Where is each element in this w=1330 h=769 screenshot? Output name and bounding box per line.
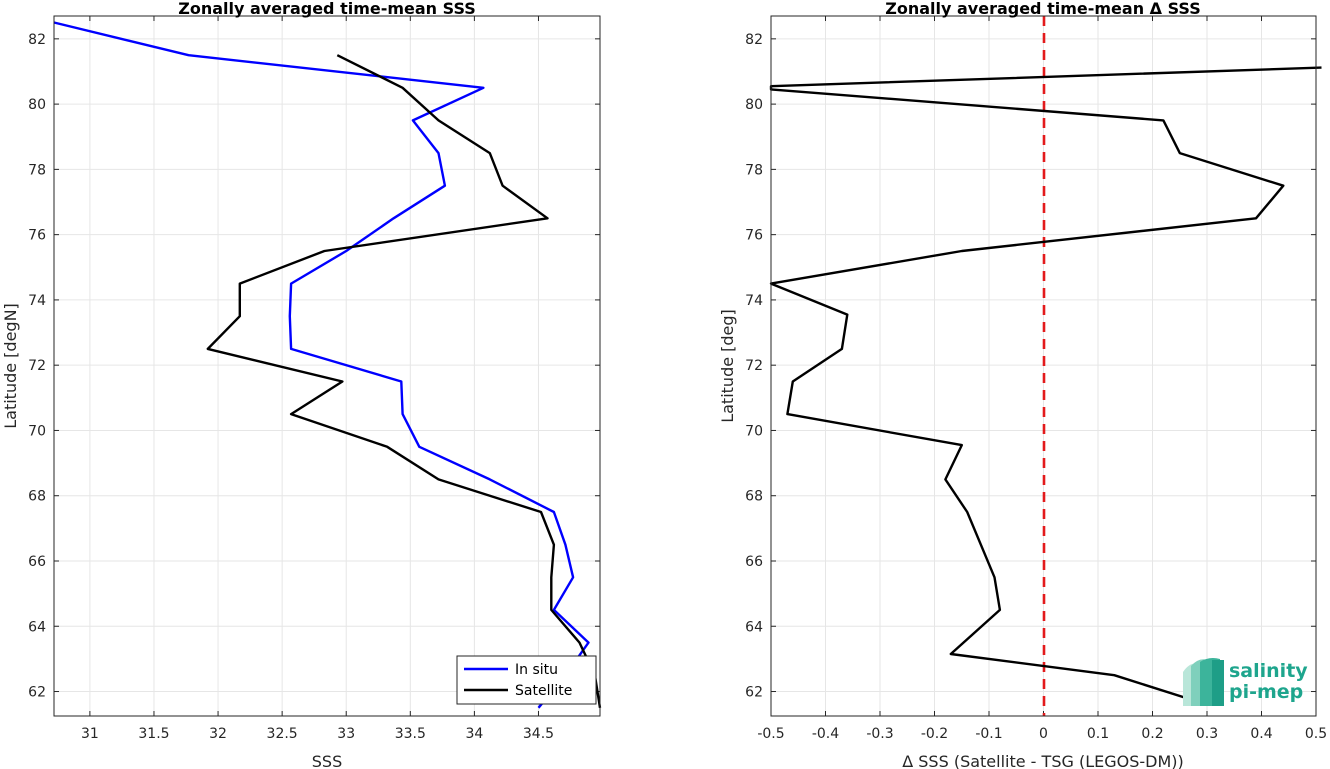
x-tick-label-sss: 32 — [209, 726, 227, 742]
ticks-delta-sss: -0.5 -0.4 -0.3 -0.2 -0.1 0 0.1 0.2 0.3 0.4 0.5 62 64… — [745, 16, 1327, 742]
series-line-delta-sss — [769, 66, 1322, 705]
x-axis-label-delta-sss: Δ SSS (Satellite - TSG (LEGOS-DM)) — [902, 752, 1184, 769]
y-tick-label-sss: 70 — [28, 423, 46, 439]
x-tick-label-delta-sss: -0.3 — [866, 726, 893, 742]
x-tick-label-sss: 33.5 — [395, 726, 426, 742]
legend-label-satellite: Satellite — [515, 683, 572, 699]
axes-box-delta-sss — [770, 15, 1317, 717]
y-tick-label-sss: 72 — [28, 358, 46, 374]
x-tick-label-sss: 33 — [337, 726, 355, 742]
x-tick-label-delta-sss: 0.4 — [1250, 726, 1272, 742]
x-tick-label-delta-sss: 0.3 — [1196, 726, 1218, 742]
grid-sss — [54, 16, 600, 716]
y-tick-label-delta-sss: 72 — [745, 358, 763, 374]
x-tick-label-delta-sss: -0.1 — [975, 726, 1002, 742]
x-tick-label-delta-sss: 0.1 — [1087, 726, 1109, 742]
chart-title-sss: Zonally averaged time-mean SSS — [178, 0, 476, 18]
ticks-sss: 31 31.5 32 32.5 33 33.5 34 34.5 62 64 66 68 70 72 74 76… — [28, 16, 600, 742]
y-tick-label-sss: 64 — [28, 619, 46, 635]
series-sss — [53, 21, 602, 709]
y-tick-label-delta-sss: 80 — [745, 97, 763, 113]
series-line-satellite — [206, 54, 602, 708]
panel-delta-sss: -0.5 -0.4 -0.3 -0.2 -0.1 0 0.1 0.2 0.3 0.4 0.5 62 64… — [718, 0, 1327, 769]
legend-label-in-situ: In situ — [515, 662, 558, 678]
series-delta-sss — [769, 66, 1322, 705]
y-tick-label-sss: 82 — [28, 32, 46, 48]
y-tick-label-delta-sss: 82 — [745, 32, 763, 48]
x-tick-label-delta-sss: 0 — [1039, 726, 1048, 742]
x-tick-label-sss: 34 — [465, 726, 483, 742]
y-tick-label-delta-sss: 70 — [745, 423, 763, 439]
axes-box-sss — [53, 15, 601, 717]
chart-title-delta-sss: Zonally averaged time-mean Δ SSS — [885, 0, 1201, 18]
y-tick-label-delta-sss: 68 — [745, 489, 763, 505]
y-axis-label-delta-sss: Latitude [deg] — [718, 309, 737, 423]
y-tick-label-sss: 74 — [28, 293, 46, 309]
x-tick-label-sss: 32.5 — [267, 726, 298, 742]
x-tick-label-delta-sss: -0.2 — [921, 726, 948, 742]
x-tick-label-delta-sss: 0.5 — [1305, 726, 1327, 742]
y-tick-label-delta-sss: 74 — [745, 293, 763, 309]
y-tick-label-delta-sss: 66 — [745, 554, 763, 570]
logo-line-1: salinity — [1229, 660, 1308, 682]
logo-wave-icon — [1183, 658, 1224, 706]
plot-area-sss — [54, 16, 600, 716]
x-tick-label-sss: 34.5 — [523, 726, 554, 742]
salinity-pi-mep-logo: salinity pi-mep — [1183, 658, 1308, 706]
y-tick-label-delta-sss: 76 — [745, 228, 763, 244]
logo-line-2: pi-mep — [1229, 681, 1303, 703]
x-axis-label-sss: SSS — [312, 752, 342, 769]
legend-box — [456, 655, 597, 705]
y-tick-label-delta-sss: 78 — [745, 162, 763, 178]
series-line-in-situ — [53, 21, 590, 709]
y-tick-label-delta-sss: 64 — [745, 619, 763, 635]
y-tick-label-sss: 76 — [28, 228, 46, 244]
y-tick-label-delta-sss: 62 — [745, 685, 763, 701]
panel-sss: 31 31.5 32 32.5 33 33.5 34 34.5 62 64 66 68 70 72 74 76… — [1, 0, 602, 769]
y-tick-label-sss: 80 — [28, 97, 46, 113]
legend: In situ Satellite — [456, 655, 597, 705]
y-tick-label-sss: 68 — [28, 489, 46, 505]
y-axis-label-sss: Latitude [degN] — [1, 303, 20, 429]
x-tick-label-delta-sss: 0.2 — [1141, 726, 1163, 742]
x-tick-label-sss: 31.5 — [138, 726, 169, 742]
y-tick-label-sss: 78 — [28, 162, 46, 178]
x-tick-label-delta-sss: -0.5 — [757, 726, 784, 742]
x-tick-label-delta-sss: -0.4 — [812, 726, 839, 742]
y-tick-label-sss: 66 — [28, 554, 46, 570]
y-tick-label-sss: 62 — [28, 685, 46, 701]
x-tick-label-sss: 31 — [81, 726, 99, 742]
